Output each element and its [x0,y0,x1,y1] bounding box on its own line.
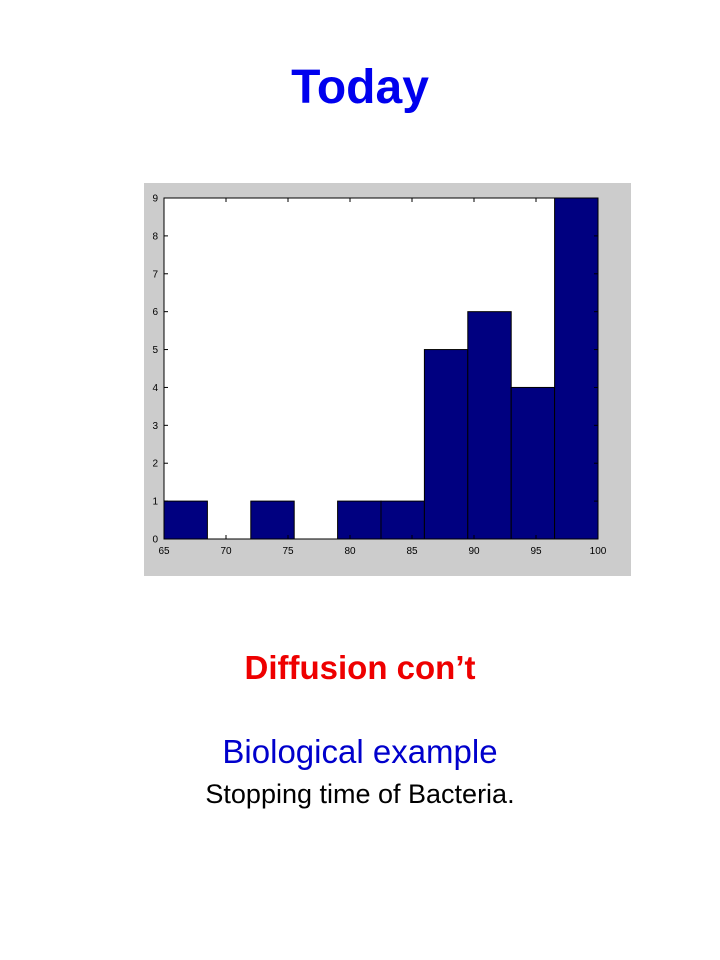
y-tick-label: 0 [152,535,158,546]
slide-title: Today [291,61,429,114]
x-tick-label: 100 [590,546,607,557]
histogram-figure: 65 70 75 80 85 90 95 100 0 1 2 3 4 5 6 7 8 9 [144,183,631,576]
y-tick-label: 9 [152,194,158,205]
y-tick-label: 4 [152,383,158,394]
histogram-chart: 65 70 75 80 85 90 95 100 0 1 2 3 4 5 6 7 8 9 [152,194,607,558]
x-tick-label: 95 [530,546,542,557]
histogram-bar [163,500,208,540]
y-tick-label: 5 [152,345,158,356]
y-axis-ticks: 0 1 2 3 4 5 6 7 8 9 [152,194,598,546]
x-tick-label: 90 [468,546,480,557]
histogram-bar [380,500,425,540]
x-tick-label: 65 [158,546,170,557]
histogram-bars [163,197,599,540]
histogram-bar [467,311,512,540]
x-tick-label: 70 [220,546,232,557]
histogram-bar [337,500,382,540]
x-tick-label: 85 [406,546,418,557]
x-axis-ticks: 65 70 75 80 85 90 95 100 [158,198,607,557]
y-tick-label: 1 [152,497,158,508]
y-tick-label: 2 [152,459,158,470]
slide-subtitle: Diffusion con’t [244,649,476,686]
example-heading: Biological example [222,733,498,770]
y-tick-label: 3 [152,421,158,432]
y-tick-label: 6 [152,307,158,318]
histogram-bar [250,500,295,540]
histogram-bar [423,349,469,540]
example-caption: Stopping time of Bacteria. [205,779,515,809]
y-tick-label: 7 [152,269,158,280]
y-tick-label: 8 [152,231,158,242]
x-tick-label: 80 [344,546,356,557]
histogram-bar [554,197,599,540]
x-tick-label: 75 [282,546,294,557]
histogram-bar [510,386,556,540]
